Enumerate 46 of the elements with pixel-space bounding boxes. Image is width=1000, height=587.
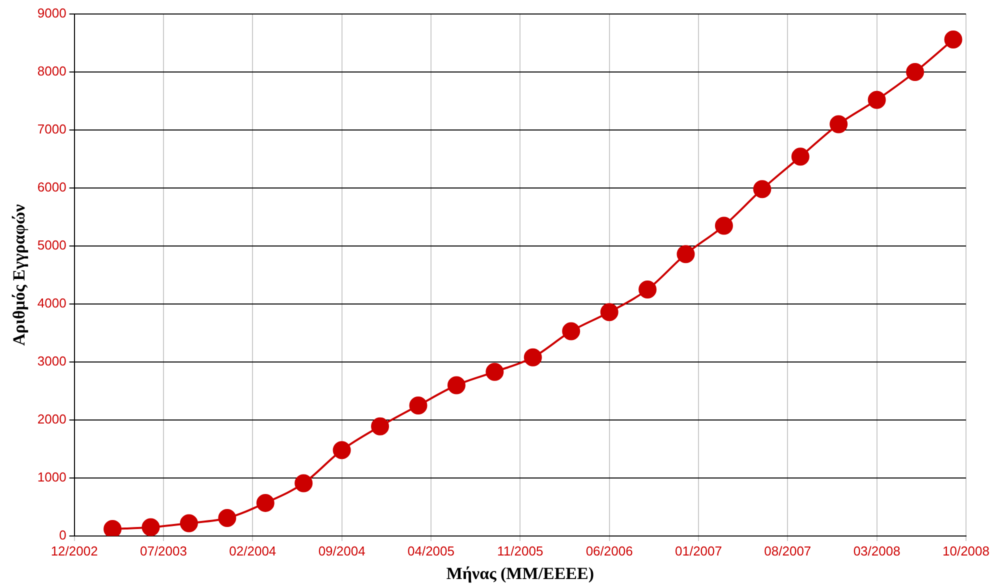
- y-tick-label: 0: [59, 528, 66, 543]
- x-tick-label: 08/2007: [764, 543, 812, 558]
- point: [409, 396, 428, 414]
- y-tick-label: 9000: [37, 6, 66, 21]
- point: [791, 148, 810, 166]
- point: [714, 216, 733, 235]
- y-tick-label: 3000: [37, 354, 66, 369]
- point: [256, 494, 274, 512]
- point: [486, 362, 504, 381]
- x-tick-label: 11/2005: [497, 543, 544, 558]
- x-tick-label: 02/2004: [229, 543, 276, 558]
- point: [906, 63, 924, 81]
- point: [562, 322, 580, 340]
- point: [944, 30, 962, 49]
- x-tick-label: 12/2002: [50, 543, 98, 558]
- y-tick-label: 6000: [37, 180, 66, 195]
- y-tick-label: 5000: [37, 238, 66, 253]
- point: [447, 376, 466, 394]
- x-tick-label: 10/2008: [942, 543, 990, 558]
- x-tick-label: 04/2005: [407, 543, 454, 558]
- x-tick-label: 06/2006: [586, 543, 633, 558]
- point: [830, 115, 848, 134]
- y-tick-label: 1000: [37, 470, 66, 485]
- point: [753, 180, 772, 198]
- x-tick-label: 01/2007: [674, 543, 722, 558]
- point: [638, 280, 657, 298]
- point: [524, 348, 542, 366]
- point: [218, 509, 236, 528]
- point: [142, 518, 160, 536]
- point: [600, 303, 618, 322]
- point: [104, 520, 122, 536]
- y-axis-title: Αριθμός Εγγραφών: [10, 204, 29, 346]
- x-tick-label: 07/2003: [140, 543, 187, 558]
- y-tick-label: 8000: [37, 64, 66, 79]
- point: [180, 514, 198, 532]
- point: [332, 441, 351, 460]
- point: [868, 90, 886, 109]
- point: [676, 245, 695, 264]
- x-axis-title: Μήνας (ΜΜ/ΕΕΕΕ): [446, 564, 594, 584]
- x-tick-label: 03/2008: [853, 543, 900, 558]
- y-tick-label: 4000: [37, 296, 66, 311]
- point: [294, 474, 313, 492]
- y-tick-label: 2000: [37, 412, 66, 427]
- x-tick-label: 09/2004: [318, 543, 366, 558]
- y-tick-label: 7000: [37, 122, 66, 137]
- point: [371, 417, 390, 436]
